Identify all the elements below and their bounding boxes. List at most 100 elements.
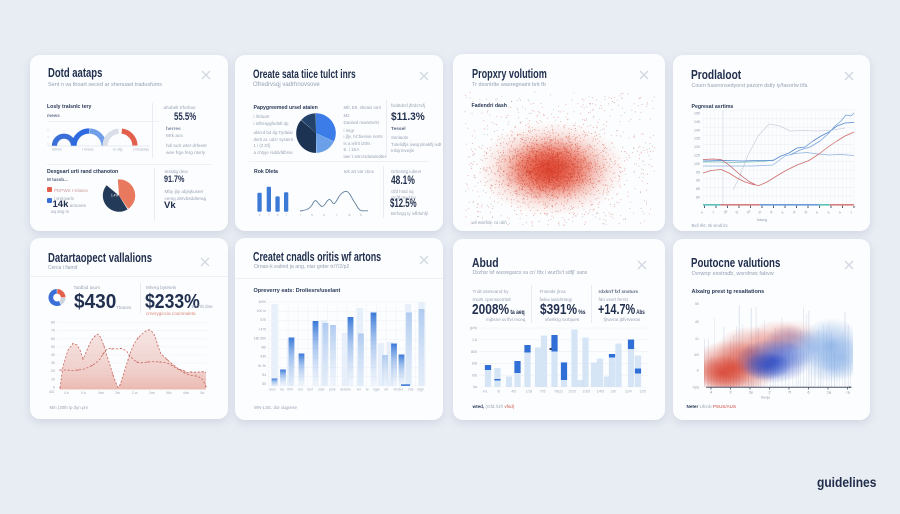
svg-text:hasrg: hasrg [757, 217, 767, 222]
svg-text:90: 90 [696, 179, 700, 183]
svg-text:te: te [366, 388, 369, 392]
svg-text:140: 140 [694, 128, 700, 132]
svg-text:85: 85 [696, 187, 700, 191]
svg-text:hequ: hequ [761, 395, 770, 400]
svg-text:4(0): 4(0) [693, 386, 699, 390]
svg-text:ra: ra [847, 391, 850, 395]
svg-text:art: art [384, 388, 388, 392]
svg-text:tesf: tesf [307, 388, 312, 392]
svg-text:r: r [337, 213, 339, 217]
svg-text:kget: kget [373, 388, 379, 392]
svg-text:cmsqtd/y: cmsqtd/y [133, 148, 148, 152]
svg-text:2: 2 [769, 391, 771, 395]
svg-text:575: 575 [260, 318, 266, 322]
svg-text:80: 80 [51, 321, 55, 325]
svg-text:100: 100 [694, 162, 700, 166]
svg-text:60: 60 [51, 337, 55, 341]
svg-text:4r: 4r [792, 209, 798, 215]
svg-text:135: 135 [694, 137, 700, 141]
svg-text:0: 0 [53, 386, 55, 390]
svg-text:145: 145 [694, 120, 700, 124]
svg-text:95: 95 [696, 170, 700, 174]
svg-text:3: 3 [730, 391, 732, 395]
svg-text:+375: +375 [258, 327, 266, 331]
svg-text:fsd: fsd [298, 388, 303, 392]
svg-text:0rrb: 0rrb [98, 391, 104, 395]
svg-text:o: o [147, 148, 149, 152]
svg-text:1/18: 1/18 [526, 390, 533, 394]
svg-text:0-b: 0-b [81, 391, 86, 395]
svg-text:perk: perk [329, 388, 336, 392]
svg-text:4/0: 4/0 [694, 353, 699, 357]
svg-text:70: 70 [51, 329, 55, 333]
svg-text:3t: 3t [803, 210, 808, 215]
svg-text:1/2/5: 1/2/5 [568, 390, 576, 394]
svg-text:2-w: 2-w [132, 391, 138, 395]
svg-text:3: 3 [826, 210, 830, 214]
svg-text:arcd: arcd [269, 388, 276, 392]
svg-text:125: 125 [694, 154, 700, 158]
svg-text:Fa: Fa [483, 390, 487, 394]
svg-text:430: 430 [260, 355, 266, 359]
svg-text:2e: 2e [749, 391, 753, 395]
svg-text:41: 41 [695, 337, 699, 341]
svg-text:t imese: t imese [82, 148, 94, 152]
svg-text:4: 4 [710, 391, 712, 395]
svg-text:3r: 3r [734, 209, 740, 215]
svg-text:50: 50 [51, 345, 55, 349]
svg-text:rtnsbd: rtnsbd [393, 388, 402, 392]
svg-text:1a: 1a [827, 391, 831, 395]
svg-text:0w: 0w [200, 391, 205, 395]
svg-text:3b: 3b [723, 209, 729, 215]
svg-text:4/5: 4/5 [511, 390, 516, 394]
svg-text:i: i [300, 213, 301, 217]
svg-text:/6: /6 [497, 390, 500, 394]
svg-text:ter: ter [357, 388, 362, 392]
svg-text:2rb: 2rb [115, 391, 120, 395]
svg-text:(p/n): (p/n) [470, 326, 477, 330]
svg-text:130: 130 [694, 145, 700, 149]
svg-text:4: 4 [838, 210, 842, 214]
svg-text:800: 800 [471, 350, 477, 354]
svg-text:7t/5: 7t/5 [540, 390, 546, 394]
svg-text:0a: 0a [473, 385, 477, 389]
svg-text:4t: 4t [757, 210, 762, 215]
svg-text:4: 4 [780, 210, 784, 214]
svg-text:4: 4 [700, 210, 704, 214]
svg-text:20: 20 [51, 369, 55, 373]
svg-text:7: 7 [711, 210, 715, 214]
svg-text:54: 54 [262, 373, 266, 377]
svg-text:wrtc/ne: wrtc/ne [340, 388, 351, 392]
svg-text:12/5: 12/5 [639, 390, 646, 394]
svg-text:4r: 4r [769, 209, 775, 215]
svg-text:50: 50 [695, 302, 699, 306]
svg-text:30: 30 [51, 361, 55, 365]
svg-text:2/8: 2/8 [611, 390, 616, 394]
svg-text:4/3: 4/3 [49, 390, 54, 394]
svg-text:6: 6 [808, 391, 810, 395]
svg-text:2rrb: 2rrb [149, 391, 155, 395]
svg-text:7t: 7t [788, 391, 791, 395]
svg-text:50: 50 [262, 382, 266, 386]
svg-text:80: 80 [696, 196, 700, 200]
svg-text:1.8: 1.8 [472, 338, 477, 342]
svg-text:1/3/5: 1/3/5 [582, 390, 590, 394]
svg-text:10: 10 [51, 377, 55, 381]
svg-text:sder: sder [318, 388, 325, 392]
svg-text:1.4%: 1.4% [111, 194, 118, 198]
svg-text:5r 2h: 5r 2h [258, 364, 266, 368]
svg-text:4: 4 [277, 213, 279, 217]
svg-text:18h 500: 18h 500 [254, 336, 266, 340]
svg-text:7: 7 [268, 213, 270, 217]
svg-text:3e: 3e [746, 209, 752, 215]
svg-text:nds: nds [408, 388, 414, 392]
svg-text:4: 4 [259, 213, 261, 217]
svg-text:7l6(2): 7l6(2) [554, 390, 563, 394]
svg-text:thf4: thf4 [287, 388, 293, 392]
svg-text:n: n [311, 213, 313, 217]
svg-text:7: 7 [285, 213, 287, 217]
svg-text:1/4/5: 1/4/5 [597, 390, 605, 394]
svg-text:48r: 48r [261, 346, 267, 350]
svg-text:0/6: 0/6 [472, 373, 477, 377]
svg-text:0l/b: 0l/b [166, 391, 172, 395]
